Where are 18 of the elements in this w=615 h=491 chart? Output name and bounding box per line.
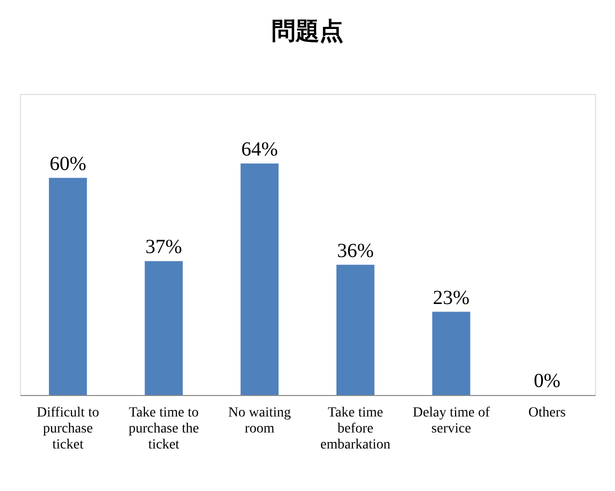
data-label: 64% xyxy=(241,138,278,160)
x-tick-label: No waiting room xyxy=(228,406,291,436)
bar xyxy=(432,312,470,395)
bar xyxy=(336,264,374,395)
data-label: 0% xyxy=(534,370,560,392)
chart-title: 問題点 xyxy=(272,18,344,45)
x-tick-label: Take time to purchase the ticket xyxy=(128,406,199,452)
x-tick-label: Difficult to purchase ticket xyxy=(36,406,100,452)
data-label: 37% xyxy=(145,236,182,258)
data-label: 23% xyxy=(432,286,470,309)
bar xyxy=(48,178,87,395)
data-label: 60% xyxy=(50,152,86,175)
data-label: 36% xyxy=(337,240,374,262)
bar xyxy=(240,163,279,395)
x-tick-label: Delay time of service xyxy=(412,406,490,436)
x-tick-label: Others xyxy=(528,406,566,420)
bar xyxy=(144,261,183,395)
x-tick-label: Take time before embarkation xyxy=(320,406,390,452)
